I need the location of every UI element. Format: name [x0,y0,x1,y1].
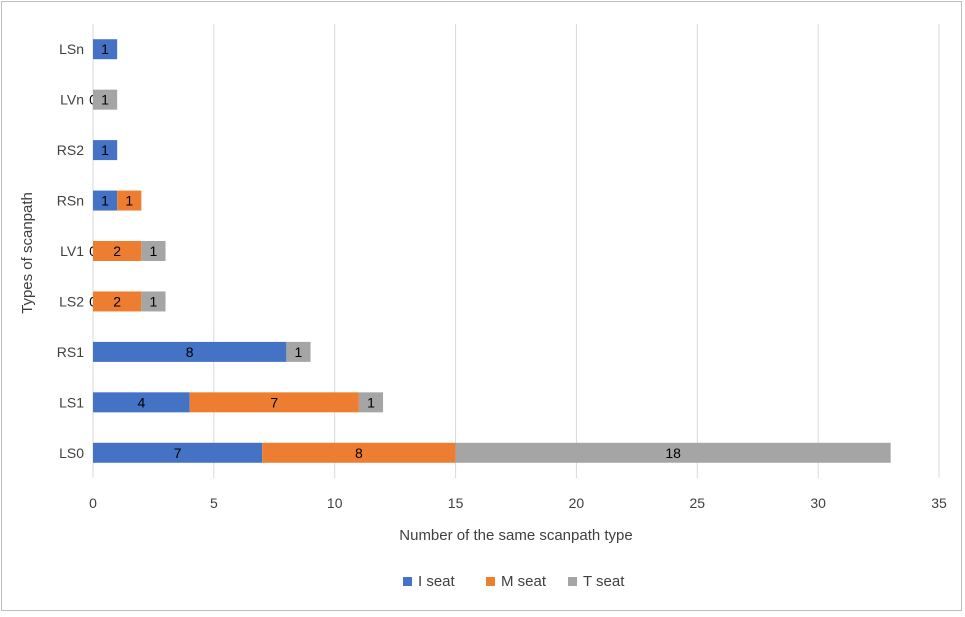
x-tick-label: 20 [569,495,585,511]
x-tick-labels: 0 5 10 15 20 25 30 35 [89,495,947,511]
x-tick-label: 25 [689,495,705,511]
data-label: 1 [367,394,375,410]
category-label: LV1 [60,243,84,259]
bar-RS2-i-seat [93,140,118,161]
data-label: 1 [150,243,158,259]
data-label: 1 [101,142,109,158]
bar-RS1-t-seat [286,341,311,362]
gridlines [92,24,940,478]
data-label: 7 [174,445,182,461]
data-label: 18 [665,445,681,461]
bar-LS2-t-seat [141,291,166,312]
y-axis-title: Types of scanpath [19,192,36,314]
x-tick-label: 5 [210,495,218,511]
data-label: 1 [125,193,133,209]
x-tick-label: 35 [931,495,947,511]
x-axis-title: Number of the same scanpath type [399,527,632,544]
bar-LV1-t-seat [141,241,166,261]
bar-RSn-m-seat [117,190,142,211]
category-label: LS1 [59,394,84,410]
data-label: 2 [113,293,121,309]
bar-LS2-m-seat [93,291,142,312]
bar-LVn-t-seat [93,89,118,110]
data-label: 8 [355,445,363,461]
bar-LS0-m-seat [262,442,456,463]
legend-item: I seat [403,573,456,590]
bar-LV1-m-seat [93,241,142,261]
bar-RSn-i-seat [93,190,118,211]
category-label: RS2 [57,142,84,158]
category-label: RSn [57,193,84,209]
x-tick-label: 0 [89,495,97,511]
category-label: RS1 [57,344,84,360]
legend-label: I seat [418,573,456,590]
data-label: 4 [137,394,145,410]
category-label: LS2 [59,293,84,309]
bar-LS1-i-seat [93,392,190,413]
legend-label: T seat [583,573,625,590]
x-tick-label: 10 [327,495,343,511]
legend-swatch [403,577,412,586]
data-label: 8 [186,344,194,360]
data-label: 1 [101,92,109,108]
data-label: 7 [270,394,278,410]
legend-swatch [568,577,577,586]
category-label: LVn [60,92,84,108]
legend-item: T seat [568,573,625,590]
category-labels: LS0 LS1 RS1 LS2 LV1 RSn RS2 LVn LSn [57,41,84,461]
data-label: 1 [150,293,158,309]
category-label: LSn [59,41,84,57]
data-label: 1 [101,193,109,209]
data-label: 2 [113,243,121,259]
x-tick-label: 30 [810,495,826,511]
data-label: 1 [101,41,109,57]
bar-LS1-t-seat [358,392,384,413]
bar-RS1-i-seat [93,341,287,362]
x-tick-label: 15 [448,495,464,511]
category-label: LS0 [59,445,84,461]
legend-label: M seat [501,573,547,590]
bar-LSn-i-seat [93,39,118,60]
bar-LS0-t-seat [455,442,891,463]
legend: I seat M seat T seat [403,573,625,590]
bars: 781847181021021111011 [89,39,891,463]
legend-swatch [486,577,495,586]
bar-LS0-i-seat [93,442,263,463]
legend-item: M seat [486,573,547,590]
bar-LS1-m-seat [189,392,359,413]
data-label: 1 [295,344,303,360]
